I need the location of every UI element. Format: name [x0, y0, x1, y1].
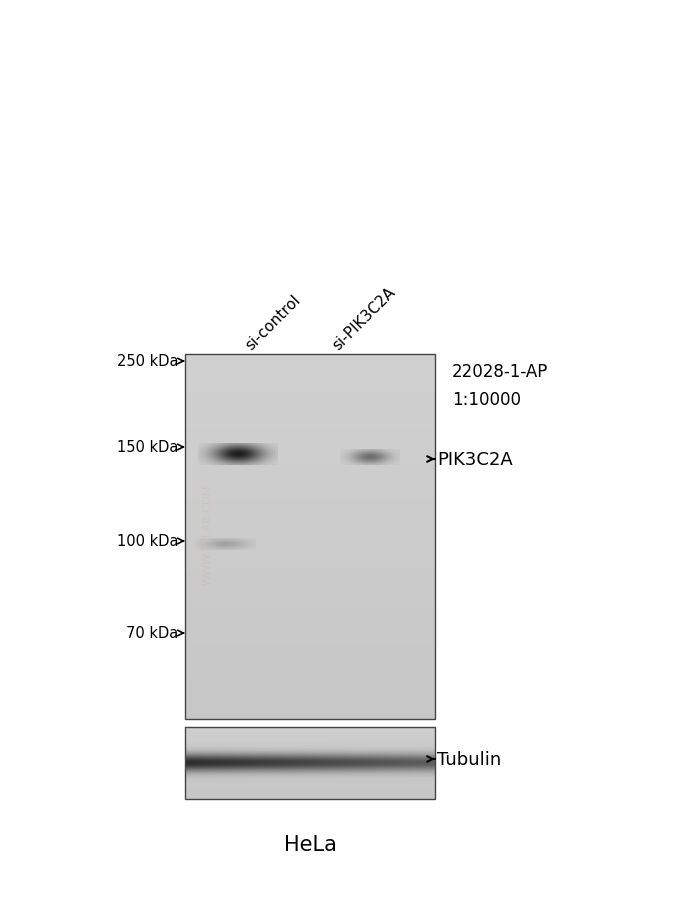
Text: 22028-1-AP: 22028-1-AP	[452, 363, 548, 381]
Text: 250 kDa: 250 kDa	[116, 354, 178, 369]
Text: 70 kDa: 70 kDa	[126, 626, 178, 640]
Text: HeLa: HeLa	[284, 834, 336, 854]
Bar	[185, 354, 435, 719]
Text: Tubulin: Tubulin	[437, 750, 502, 769]
Text: 1:10000: 1:10000	[452, 391, 521, 409]
Bar	[185, 727, 435, 799]
Text: 150 kDa: 150 kDa	[116, 440, 178, 455]
Text: PIK3C2A: PIK3C2A	[437, 450, 513, 468]
Text: 100 kDa: 100 kDa	[116, 534, 178, 549]
Text: si-PIK3C2A: si-PIK3C2A	[329, 284, 398, 353]
Text: WWW.PTLAB.COM: WWW.PTLAB.COM	[203, 484, 213, 584]
Text: si-control: si-control	[243, 292, 303, 353]
